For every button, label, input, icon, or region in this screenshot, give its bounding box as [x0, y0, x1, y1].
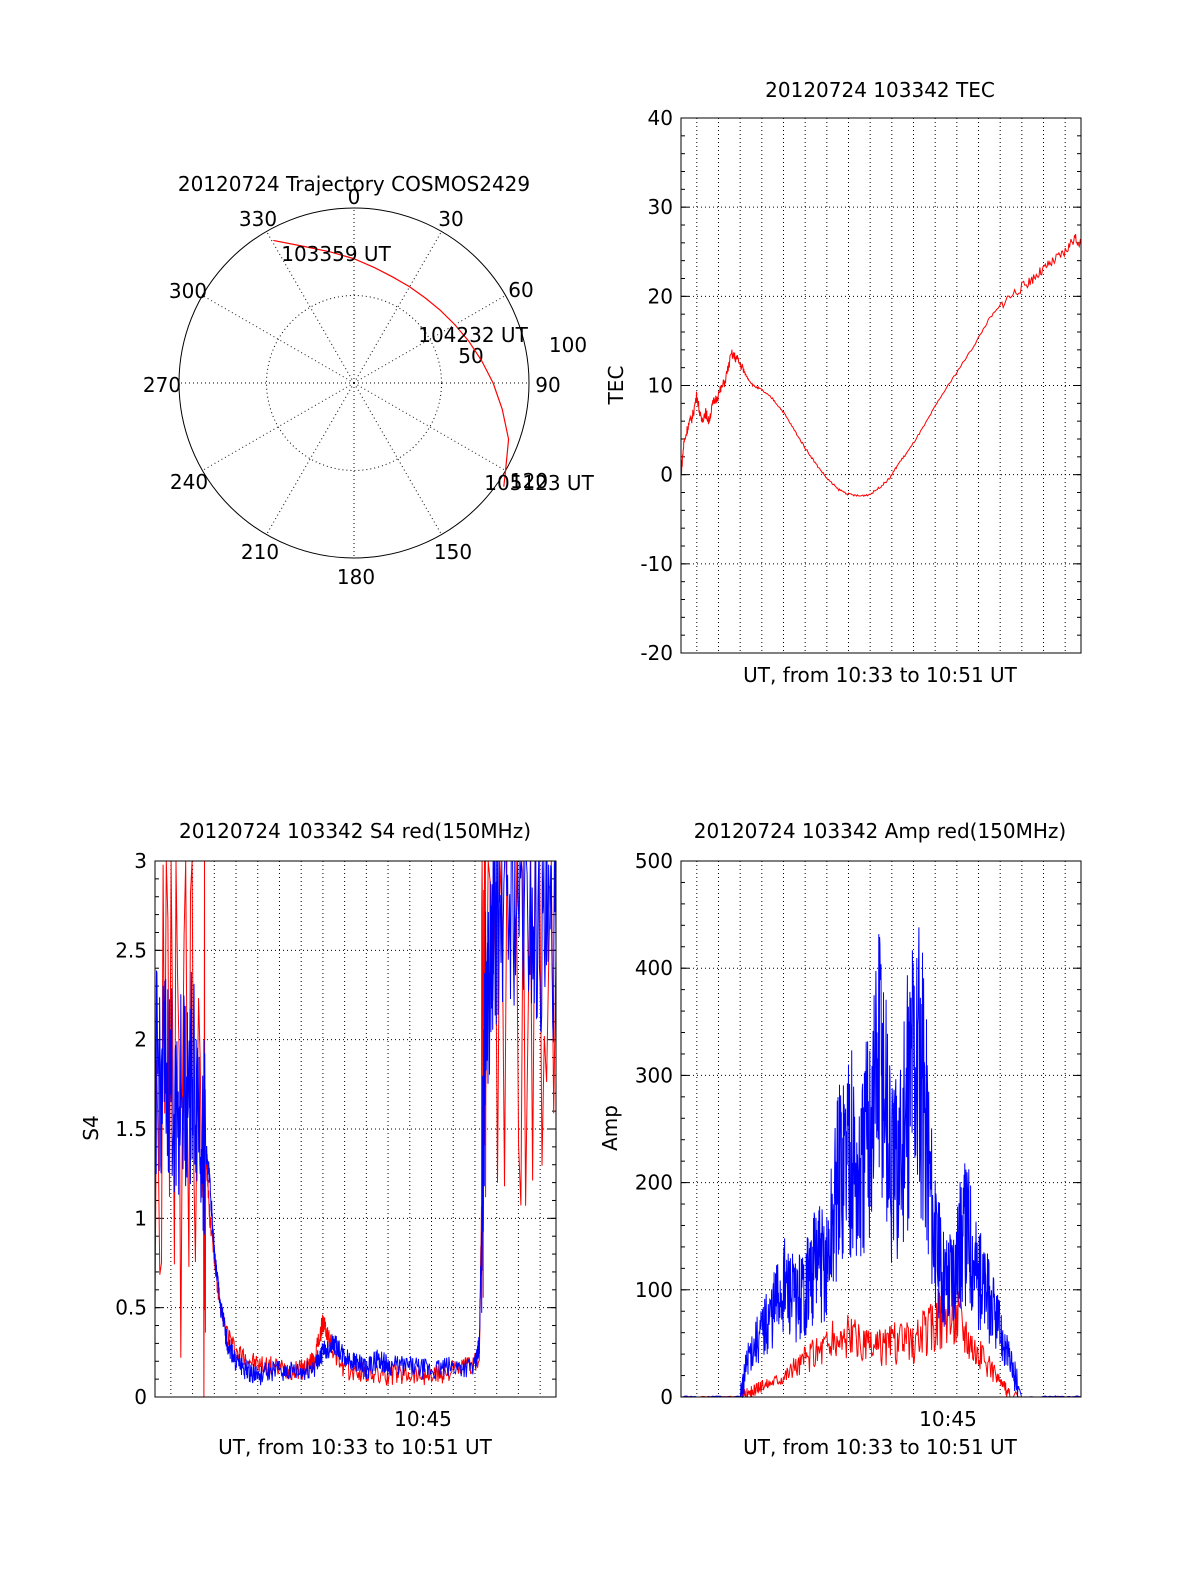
s4-title: 20120724 103342 S4 red(150MHz) [179, 819, 531, 843]
s4-y-tick-label: 1.5 [115, 1117, 147, 1141]
polar-radial-label-50: 50 [458, 344, 483, 368]
s4-x-axis-label: UT, from 10:33 to 10:51 UT [218, 1435, 493, 1459]
s4-y-tick-label: 2.5 [115, 938, 147, 962]
polar-angle-label: 180 [337, 565, 375, 589]
amp-y-tick-label: 200 [635, 1171, 673, 1195]
s4-series-blue [154, 860, 557, 1386]
trajectory-mid-time-label: 104232 UT [418, 323, 528, 347]
tec-x-axis-label: UT, from 10:33 to 10:51 UT [743, 663, 1018, 687]
amp-x-axis-label: UT, from 10:33 to 10:51 UT [743, 1435, 1018, 1459]
s4-plot-frame [154, 860, 557, 1398]
tec-y-tick-label: -20 [640, 641, 673, 665]
amp-plot-frame [680, 860, 1082, 1398]
s4-y-tick-label: 1 [134, 1206, 147, 1230]
amp-y-axis-label: Amp [598, 1105, 622, 1151]
polar-angle-label: 330 [239, 207, 277, 231]
amp-title: 20120724 103342 Amp red(150MHz) [694, 819, 1066, 843]
polar-angle-label: 0 [348, 185, 361, 209]
trajectory-end-time-label: 105123 UT [484, 471, 594, 495]
polar-radial-label-100: 100 [549, 333, 587, 357]
tec-panel: 20120724 103342 TEC UT, from 10:33 to 10… [604, 78, 1082, 687]
amp-y-tick-label: 400 [635, 956, 673, 980]
amp-y-tick-label: 500 [635, 849, 673, 873]
s4-y-tick-label: 2 [134, 1028, 147, 1052]
polar-angle-label: 30 [438, 207, 463, 231]
tec-plot-frame [680, 117, 1082, 654]
tec-y-tick-label: 30 [648, 195, 673, 219]
polar-angle-label: 270 [143, 373, 181, 397]
amp-y-tick-label: 0 [660, 1385, 673, 1409]
polar-angle-label: 150 [434, 540, 472, 564]
trajectory-start-time-label: 103359 UT [281, 242, 391, 266]
amp-y-tick-label: 100 [635, 1278, 673, 1302]
amp-y-tick-label: 300 [635, 1063, 673, 1087]
s4-y-tick-label: 0 [134, 1385, 147, 1409]
polar-angle-label: 300 [169, 279, 207, 303]
tec-y-tick-label: 40 [648, 106, 673, 130]
polar-spoke [266, 382, 355, 535]
tec-y-tick-label: 20 [648, 284, 673, 308]
tec-title: 20120724 103342 TEC [765, 78, 995, 102]
trajectory-panel: 20120724 Trajectory COSMOS2429 0 30 60 90 15… [143, 172, 595, 589]
s4-y-tick-label: 0.5 [115, 1296, 147, 1320]
amp-panel: 20120724 103342 Amp red(150MHz) 10:45 UT… [598, 819, 1082, 1459]
s4-panel: 20120724 103342 S4 red(150MHz) 10:45 UT,… [79, 819, 557, 1459]
polar-angle-label: 60 [508, 278, 533, 302]
amp-series-red [680, 1286, 1081, 1398]
s4-y-tick-label: 3 [134, 849, 147, 873]
trajectory-title: 20120724 Trajectory COSMOS2429 [178, 172, 530, 196]
polar-spoke [353, 382, 442, 535]
polar-angle-label: 90 [535, 373, 560, 397]
tec-y-tick-label: 0 [660, 463, 673, 487]
tec-y-tick-label: -10 [640, 552, 673, 576]
trajectory-track-line [273, 239, 510, 487]
amp-x-tick-label: 10:45 [919, 1407, 977, 1431]
polar-ring-50 [266, 295, 442, 471]
polar-spoke [353, 382, 506, 471]
polar-angle-label: 240 [170, 470, 208, 494]
polar-angle-label: 210 [241, 540, 279, 564]
tec-y-tick-label: 10 [648, 374, 673, 398]
s4-x-tick-label: 10:45 [394, 1407, 452, 1431]
polar-radial-label-120: 120 [510, 469, 548, 493]
tec-y-axis-label: TEC [604, 366, 628, 406]
s4-y-axis-label: S4 [79, 1115, 103, 1140]
amp-series-blue [681, 927, 1082, 1399]
polar-outer-ring [178, 207, 530, 559]
tec-series-red [680, 234, 1082, 498]
